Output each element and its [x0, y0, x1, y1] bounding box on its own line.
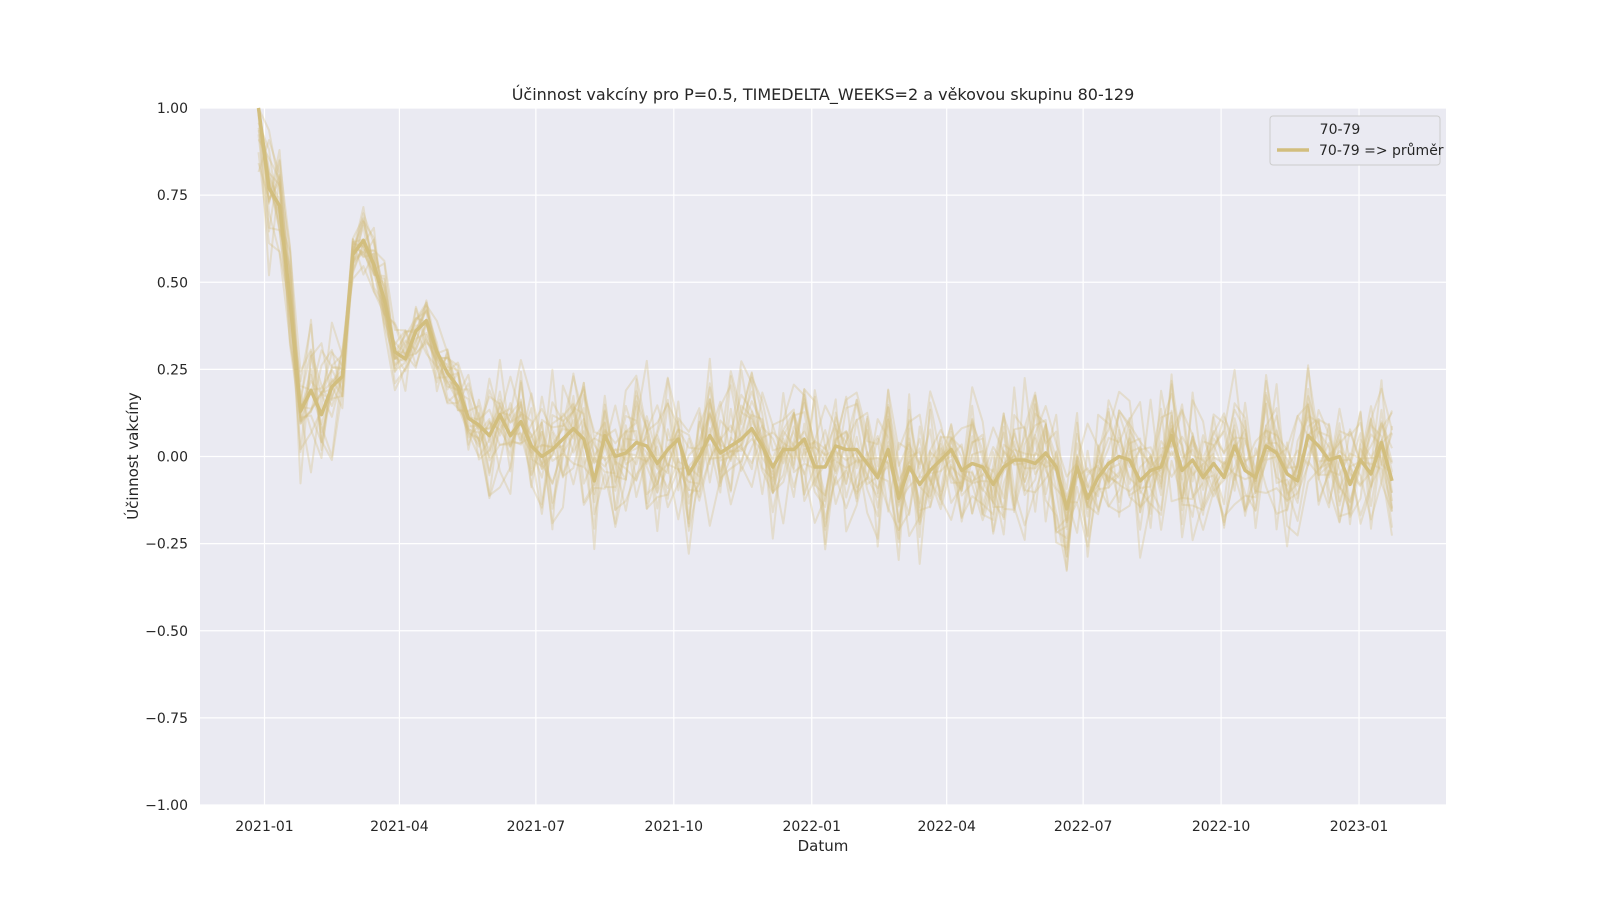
run-line	[257, 162, 1393, 548]
run-line	[257, 107, 1393, 524]
run-line	[257, 152, 1393, 531]
x-tick-label: 2023-01	[1330, 819, 1389, 835]
run-line	[257, 122, 1393, 572]
y-tick-label: 0.25	[157, 362, 188, 378]
chart-title: Účinnost vakcíny pro P=0.5, TIMEDELTA_WE…	[512, 85, 1135, 105]
legend-title: 70-79	[1320, 122, 1361, 138]
x-tick-label: 2021-04	[370, 819, 429, 835]
y-tick-label: 1.00	[157, 101, 188, 117]
grid	[200, 107, 1446, 806]
x-tick-label: 2021-07	[507, 819, 566, 835]
y-tick-label: 0.50	[157, 275, 188, 291]
x-tick-label: 2022-01	[783, 819, 842, 835]
x-axis-label: Datum	[798, 837, 849, 855]
x-tick-label: 2021-10	[645, 819, 704, 835]
run-line	[257, 107, 1393, 551]
mean-line	[256, 107, 1394, 511]
run-line	[257, 107, 1393, 542]
x-axis-ticks: 2021-01 2021-04 2021-07 2021-10 2022-01 2022-…	[235, 819, 1388, 835]
run-line	[257, 107, 1393, 540]
mean-series	[256, 107, 1394, 511]
run-line	[257, 107, 1393, 518]
x-tick-label: 2021-01	[235, 819, 294, 835]
legend: 70-79 70-79 => průměr	[1269, 115, 1444, 166]
y-tick-label: −1.00	[145, 798, 188, 814]
run-line	[257, 138, 1393, 571]
y-axis-ticks: 1.00 0.75 0.50 0.25 0.00 −0.25 −0.50 −0.75 −1.00	[145, 101, 188, 814]
run-line	[257, 113, 1393, 559]
y-tick-label: 0.00	[157, 450, 188, 466]
run-line	[257, 107, 1393, 541]
y-tick-label: −0.25	[145, 537, 188, 553]
y-tick-label: −0.50	[145, 624, 188, 640]
run-line	[257, 139, 1393, 565]
x-tick-label: 2022-04	[917, 819, 976, 835]
run-line	[257, 114, 1393, 537]
legend-box	[1269, 115, 1441, 166]
run-line	[257, 130, 1393, 558]
run-line	[257, 107, 1393, 537]
y-axis-label: Účinnost vakcíny	[123, 392, 142, 520]
individual-runs	[257, 107, 1393, 572]
run-line	[257, 107, 1393, 555]
y-tick-label: −0.75	[145, 711, 188, 727]
x-tick-label: 2022-10	[1192, 819, 1251, 835]
y-tick-label: 0.75	[157, 188, 188, 204]
x-tick-label: 2022-07	[1054, 819, 1113, 835]
legend-entry-label: 70-79 => průměr	[1319, 143, 1444, 159]
